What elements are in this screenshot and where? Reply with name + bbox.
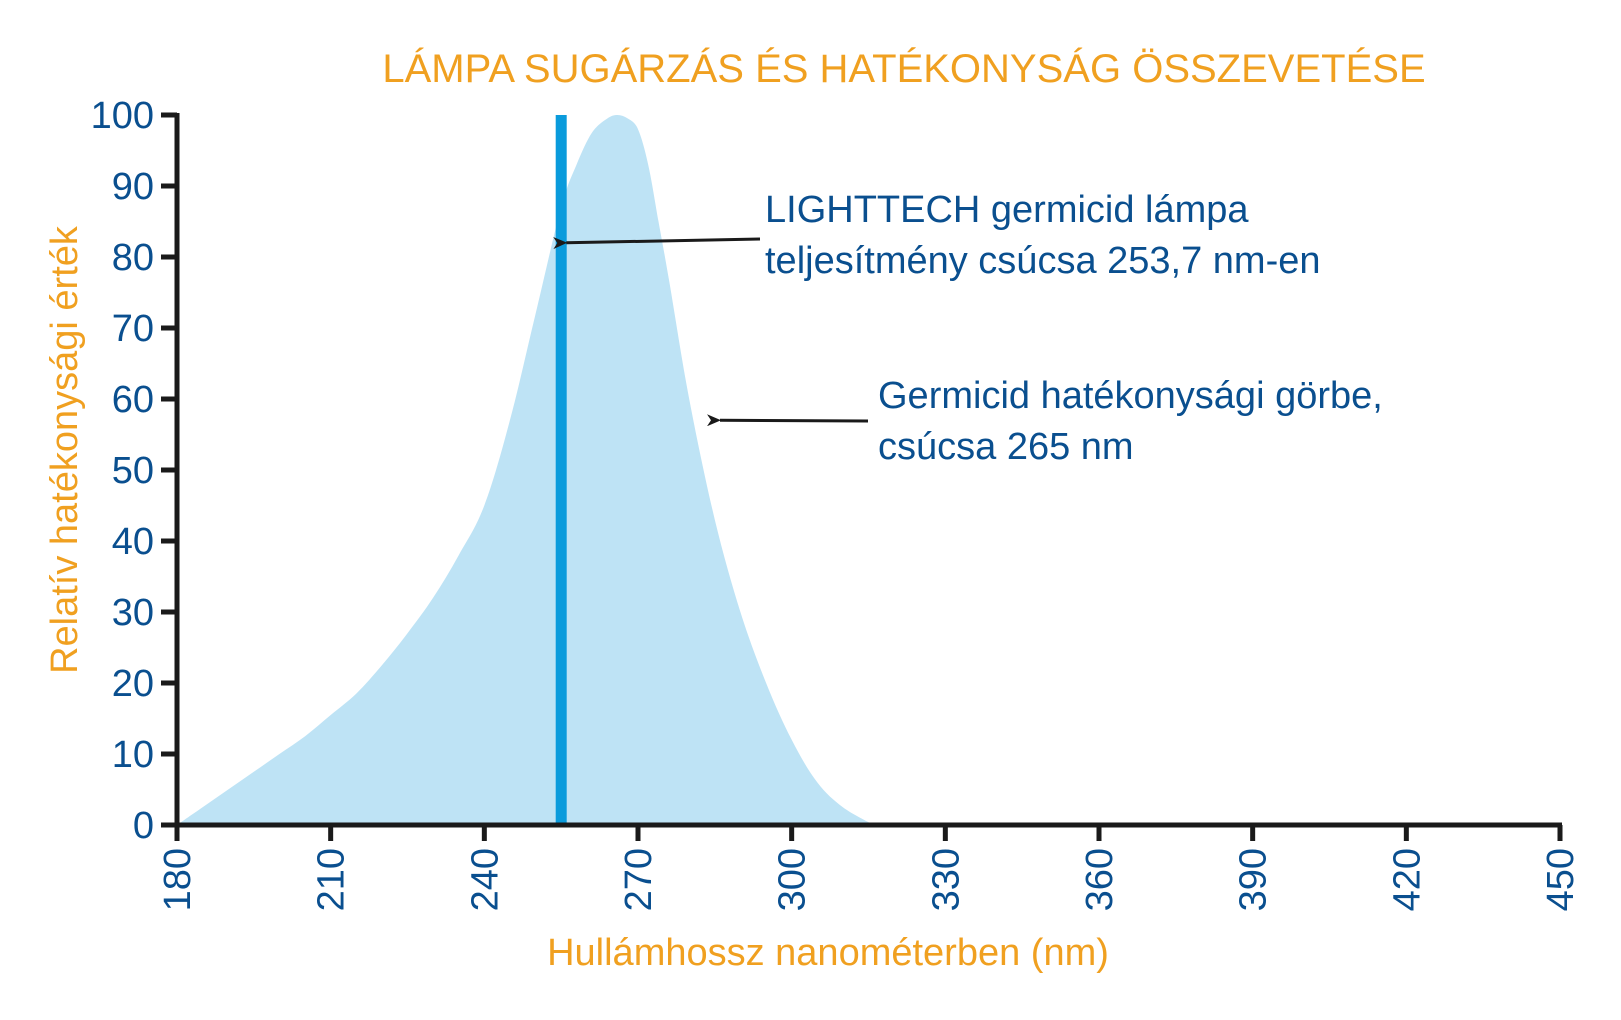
x-axis-label: Hullámhossz nanométerben (nm) bbox=[547, 932, 1109, 974]
germicid-curve-area bbox=[177, 115, 874, 825]
annotation-text-line: Germicid hatékonysági görbe, bbox=[878, 375, 1383, 417]
y-tick-label: 20 bbox=[112, 663, 154, 705]
x-tick-label: 180 bbox=[157, 848, 199, 911]
x-tick-label: 420 bbox=[1386, 848, 1428, 911]
x-tick-label: 450 bbox=[1540, 848, 1582, 911]
chart-title: LÁMPA SUGÁRZÁS ÉS HATÉKONYSÁG ÖSSZEVETÉS… bbox=[382, 46, 1425, 91]
x-tick-label: 210 bbox=[311, 848, 353, 911]
axes-layer: 0 10 20 30 40 50 60 70 80 90 100 180 210 240 270 300 330… bbox=[91, 95, 1582, 911]
annotation-layer: LIGHTTECH germicid lámpa teljesítmény csú… bbox=[553, 189, 1383, 468]
y-tick-label: 40 bbox=[112, 521, 154, 563]
y-tick-label: 70 bbox=[112, 308, 154, 350]
y-tick-label: 50 bbox=[112, 450, 154, 492]
annotation-arrow bbox=[706, 414, 869, 427]
area-layer bbox=[177, 115, 874, 825]
x-tick-label: 240 bbox=[464, 848, 506, 911]
annotation-arrow bbox=[553, 237, 761, 250]
y-tick-label: 90 bbox=[112, 166, 154, 208]
y-tick-label: 100 bbox=[91, 95, 154, 137]
y-tick-label: 30 bbox=[112, 592, 154, 634]
y-tick-label: 10 bbox=[112, 734, 154, 776]
x-tick-label: 300 bbox=[772, 848, 814, 911]
x-tick-label: 360 bbox=[1079, 848, 1121, 911]
x-tick-label: 270 bbox=[618, 848, 660, 911]
annotation-text-line: teljesítmény csúcsa 253,7 nm-en bbox=[765, 240, 1321, 282]
x-tick-label: 330 bbox=[925, 848, 967, 911]
annotation-text-line: LIGHTTECH germicid lámpa bbox=[765, 189, 1249, 231]
y-axis-label: Relatív hatékonysági érték bbox=[44, 225, 86, 674]
y-tick-label: 80 bbox=[112, 237, 154, 279]
x-tick-label: 390 bbox=[1233, 848, 1275, 911]
annotation-text-line: csúcsa 265 nm bbox=[878, 426, 1134, 468]
y-tick-label: 0 bbox=[133, 805, 154, 847]
y-tick-label: 60 bbox=[112, 379, 154, 421]
